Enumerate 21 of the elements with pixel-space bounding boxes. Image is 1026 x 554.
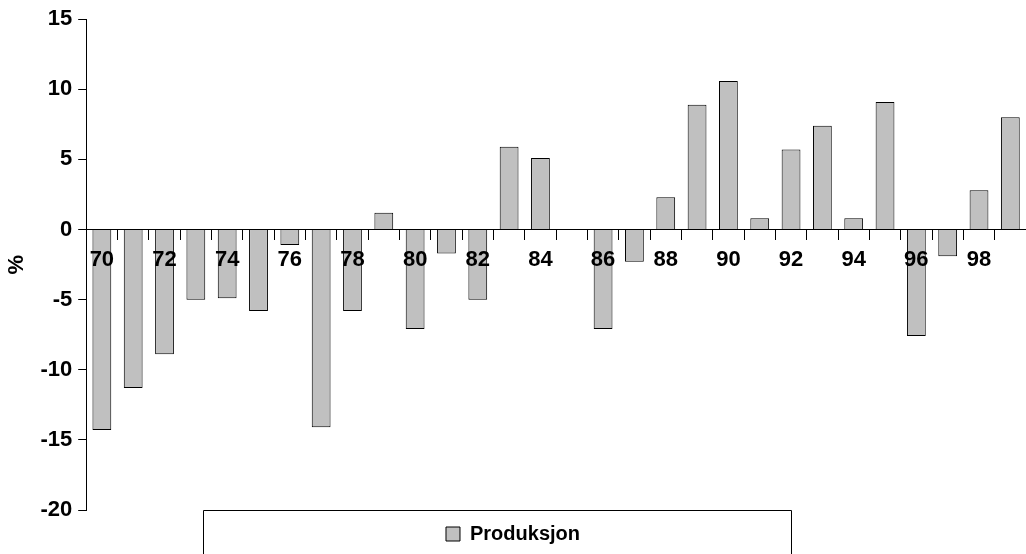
y-axis-title: % bbox=[3, 254, 29, 275]
x-tick-label: 94 bbox=[841, 245, 867, 271]
x-tick-label: 74 bbox=[214, 245, 241, 271]
y-tick-label: 0 bbox=[59, 215, 73, 241]
legend-label: Produksjon bbox=[470, 521, 581, 544]
x-tick-label: 90 bbox=[716, 245, 741, 271]
x-tick-label: 76 bbox=[277, 245, 303, 271]
y-tick-label: 5 bbox=[59, 145, 73, 171]
y-tick-label: -15 bbox=[40, 425, 73, 451]
y-tick-label: -10 bbox=[40, 355, 73, 381]
x-tick-label: 98 bbox=[966, 245, 992, 271]
y-tick-label: -5 bbox=[52, 285, 73, 311]
x-tick-label: 86 bbox=[590, 245, 616, 271]
y-tick-label: 15 bbox=[47, 5, 73, 31]
x-tick-label: 70 bbox=[89, 245, 115, 271]
y-tick-label: 10 bbox=[47, 75, 73, 101]
x-tick-label: 84 bbox=[528, 245, 554, 271]
x-tick-label: 92 bbox=[778, 245, 804, 271]
x-tick-label: 88 bbox=[653, 245, 678, 271]
x-tick-label: 80 bbox=[402, 245, 428, 271]
y-tick-label: -20 bbox=[40, 496, 73, 522]
